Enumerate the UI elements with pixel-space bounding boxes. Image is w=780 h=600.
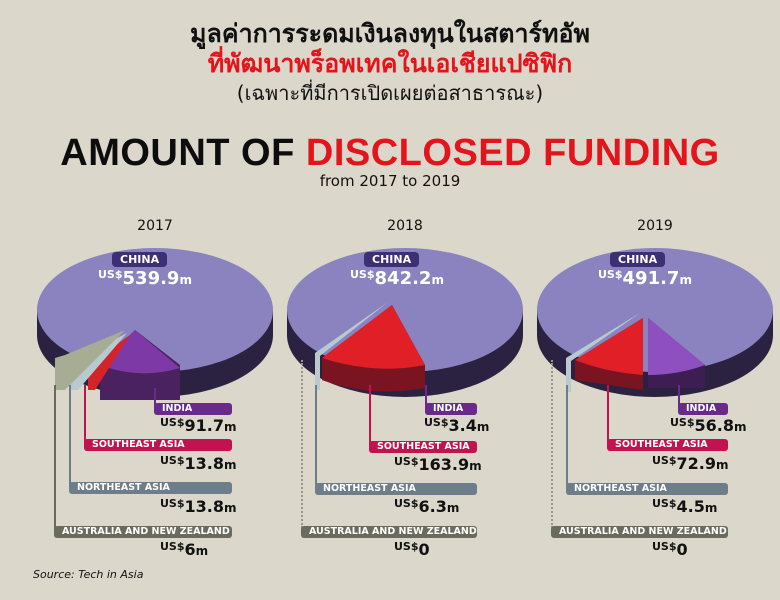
nea-leader-line [315,385,317,485]
northeast-asia-value: US$4.5m [652,497,718,516]
anz-leader-line [54,385,56,530]
india-leader-line [678,385,680,410]
chart-title-part1: AMOUNT OF [60,132,306,174]
india-value: US$91.7m [160,416,237,435]
india-tag: INDIA [425,403,477,415]
india-leader-line [425,385,427,410]
chart-subtitle: from 2017 to 2019 [319,172,461,190]
thai-title-line3: (เฉพาะที่มีการเปิดเผยต่อสาธารณะ) [236,81,544,105]
china-tag: CHINA [112,252,168,267]
australia-nz-value: US$6m [160,540,209,559]
anz-leader-line [551,360,553,528]
australia-nz-tag: AUSTRALIA AND NEW ZEALAND [551,526,728,538]
year-label: 2019 [637,218,673,234]
thai-title-line2: ที่พัฒนาพร็อพเทคในเอเชียแปซิฟิก [207,49,573,78]
china-tag: CHINA [364,252,420,267]
thai-title-line1: มูลค่าการระดมเงินลงทุนในสตาร์ทอัพ [190,19,590,48]
india-value: US$56.8m [670,416,747,435]
southeast-asia-value: US$72.9m [652,454,729,473]
panel-2017: 2017 CHINA US$539.9m INDIA US$91.7m SOUT… [30,210,280,560]
northeast-asia-value: US$6.3m [394,497,460,516]
china-value: US$491.7m [598,268,692,289]
panel-2018: 2018 CHINA US$842.2m INDIA US$3.4m SOUTH… [280,210,530,560]
sea-leader-line [84,385,86,445]
sea-leader-line [607,385,609,445]
northeast-asia-value: US$13.8m [160,497,237,516]
china-value: US$842.2m [350,268,444,289]
china-tag: CHINA [610,252,666,267]
nea-leader-line [566,385,568,485]
australia-nz-tag: AUSTRALIA AND NEW ZEALAND [54,526,232,538]
sea-leader-line [369,385,371,445]
panel-2019: 2019 CHINA US$491.7m INDIA US$56.8m SOUT… [530,210,780,560]
chart-title-part2: DISCLOSED FUNDING [305,132,720,174]
pie-chart-2019 [537,248,773,397]
anz-leader-line [301,360,303,528]
china-value: US$539.9m [98,268,192,289]
southeast-asia-tag: SOUTHEAST ASIA [84,439,232,451]
year-label: 2017 [137,218,173,234]
northeast-asia-tag: NORTHEAST ASIA [566,483,728,495]
australia-nz-value: US$0 [652,540,688,559]
nea-leader-line [69,385,71,485]
india-leader-line [154,388,156,410]
india-tag: INDIA [678,403,728,415]
southeast-asia-value: US$163.9m [394,455,482,474]
chart-title: AMOUNT OF DISCLOSED FUNDING [0,132,780,175]
source-note: Source: Tech in Asia [33,568,144,581]
northeast-asia-tag: NORTHEAST ASIA [315,483,477,495]
southeast-asia-tag: SOUTHEAST ASIA [607,439,728,451]
year-label: 2018 [387,218,423,234]
southeast-asia-tag: SOUTHEAST ASIA [369,441,477,453]
australia-nz-tag: AUSTRALIA AND NEW ZEALAND [301,526,477,538]
pie-chart-2017 [37,248,273,400]
northeast-asia-tag: NORTHEAST ASIA [69,482,232,494]
southeast-asia-value: US$13.8m [160,454,237,473]
australia-nz-value: US$0 [394,540,430,559]
india-tag: INDIA [154,403,232,415]
india-value: US$3.4m [424,416,490,435]
pie-chart-2018 [287,248,523,397]
